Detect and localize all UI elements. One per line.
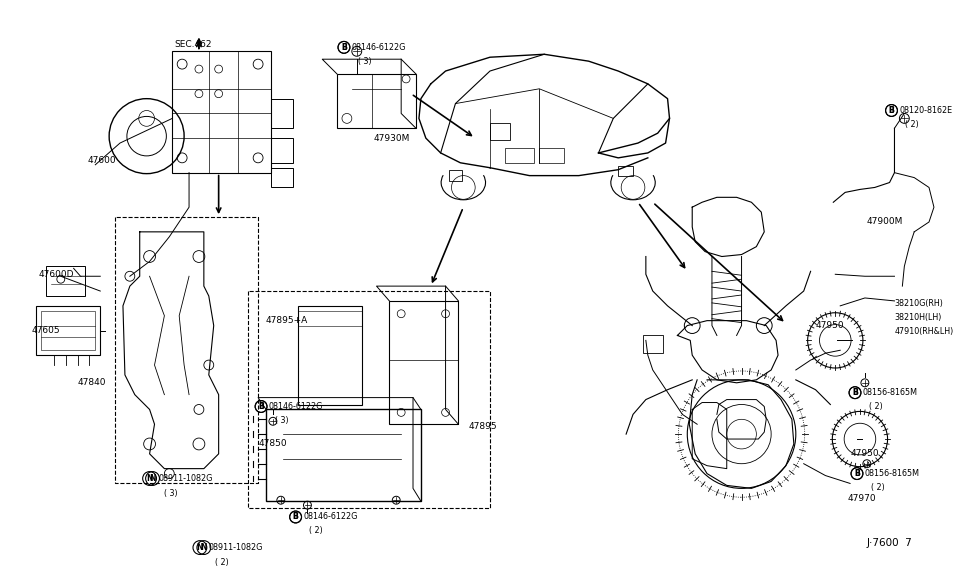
Text: ( 2): ( 2) xyxy=(309,526,323,535)
Text: 47600: 47600 xyxy=(88,156,116,165)
Text: 38210H(LH): 38210H(LH) xyxy=(894,313,942,322)
Text: B: B xyxy=(852,388,858,397)
Bar xyxy=(389,301,458,424)
Bar xyxy=(271,98,292,128)
Text: 47910(RH&LH): 47910(RH&LH) xyxy=(894,327,954,336)
Text: 47930M: 47930M xyxy=(373,134,410,143)
Bar xyxy=(643,336,663,353)
Text: B: B xyxy=(258,402,264,411)
Text: 47895+A: 47895+A xyxy=(266,316,308,325)
Text: N: N xyxy=(197,543,203,552)
Bar xyxy=(297,306,362,405)
Bar xyxy=(618,166,633,175)
Text: ( 2): ( 2) xyxy=(214,558,228,566)
Text: 08911-1082G: 08911-1082G xyxy=(209,543,263,552)
Bar xyxy=(448,170,462,181)
Text: ( 3): ( 3) xyxy=(165,489,178,498)
Text: N: N xyxy=(146,474,153,483)
Bar xyxy=(36,306,100,355)
Text: 08156-8165M: 08156-8165M xyxy=(863,388,917,397)
Text: B: B xyxy=(854,469,860,478)
Text: J·7600  7: J·7600 7 xyxy=(867,538,913,548)
Bar xyxy=(41,311,96,350)
Text: N: N xyxy=(149,474,156,483)
Text: 47950: 47950 xyxy=(815,321,844,330)
Text: 47895: 47895 xyxy=(468,422,497,431)
Bar xyxy=(297,311,362,325)
Text: 08146-6122G: 08146-6122G xyxy=(269,402,324,411)
Bar xyxy=(539,148,564,163)
Bar xyxy=(173,52,271,173)
Text: 47600D: 47600D xyxy=(38,270,73,279)
Text: 47850: 47850 xyxy=(258,439,287,448)
Bar xyxy=(266,409,421,501)
Bar xyxy=(271,138,292,163)
Text: 08156-8165M: 08156-8165M xyxy=(865,469,919,478)
Text: 47605: 47605 xyxy=(31,326,59,335)
Text: 47840: 47840 xyxy=(78,378,106,387)
Text: ( 2): ( 2) xyxy=(871,483,884,492)
Text: 47950: 47950 xyxy=(850,449,878,458)
Text: 47900M: 47900M xyxy=(867,217,903,226)
Text: 38210G(RH): 38210G(RH) xyxy=(894,299,944,308)
Text: SEC.462: SEC.462 xyxy=(175,40,212,49)
Text: B: B xyxy=(292,512,298,521)
Text: 08146-6122G: 08146-6122G xyxy=(303,512,358,521)
Text: B: B xyxy=(854,469,860,478)
Text: B: B xyxy=(888,106,894,115)
Text: 08120-8162E: 08120-8162E xyxy=(899,106,953,115)
Text: B: B xyxy=(888,106,894,115)
Text: 47970: 47970 xyxy=(847,494,876,503)
Text: B: B xyxy=(341,43,347,52)
Text: ( 2): ( 2) xyxy=(869,402,882,411)
Bar xyxy=(337,74,416,128)
Text: B: B xyxy=(341,43,347,52)
Text: ( 2): ( 2) xyxy=(906,120,919,129)
Text: B: B xyxy=(258,402,264,411)
Bar xyxy=(505,148,534,163)
Text: B: B xyxy=(292,512,298,521)
Bar xyxy=(46,267,86,296)
Bar xyxy=(490,123,510,140)
Text: B: B xyxy=(852,388,858,397)
Text: ( 3): ( 3) xyxy=(358,57,371,66)
Bar xyxy=(271,168,292,187)
Text: 08911-1082G: 08911-1082G xyxy=(159,474,213,483)
Text: N: N xyxy=(201,543,207,552)
Text: ( 3): ( 3) xyxy=(275,416,289,425)
Text: 08146-6122G: 08146-6122G xyxy=(352,43,407,52)
